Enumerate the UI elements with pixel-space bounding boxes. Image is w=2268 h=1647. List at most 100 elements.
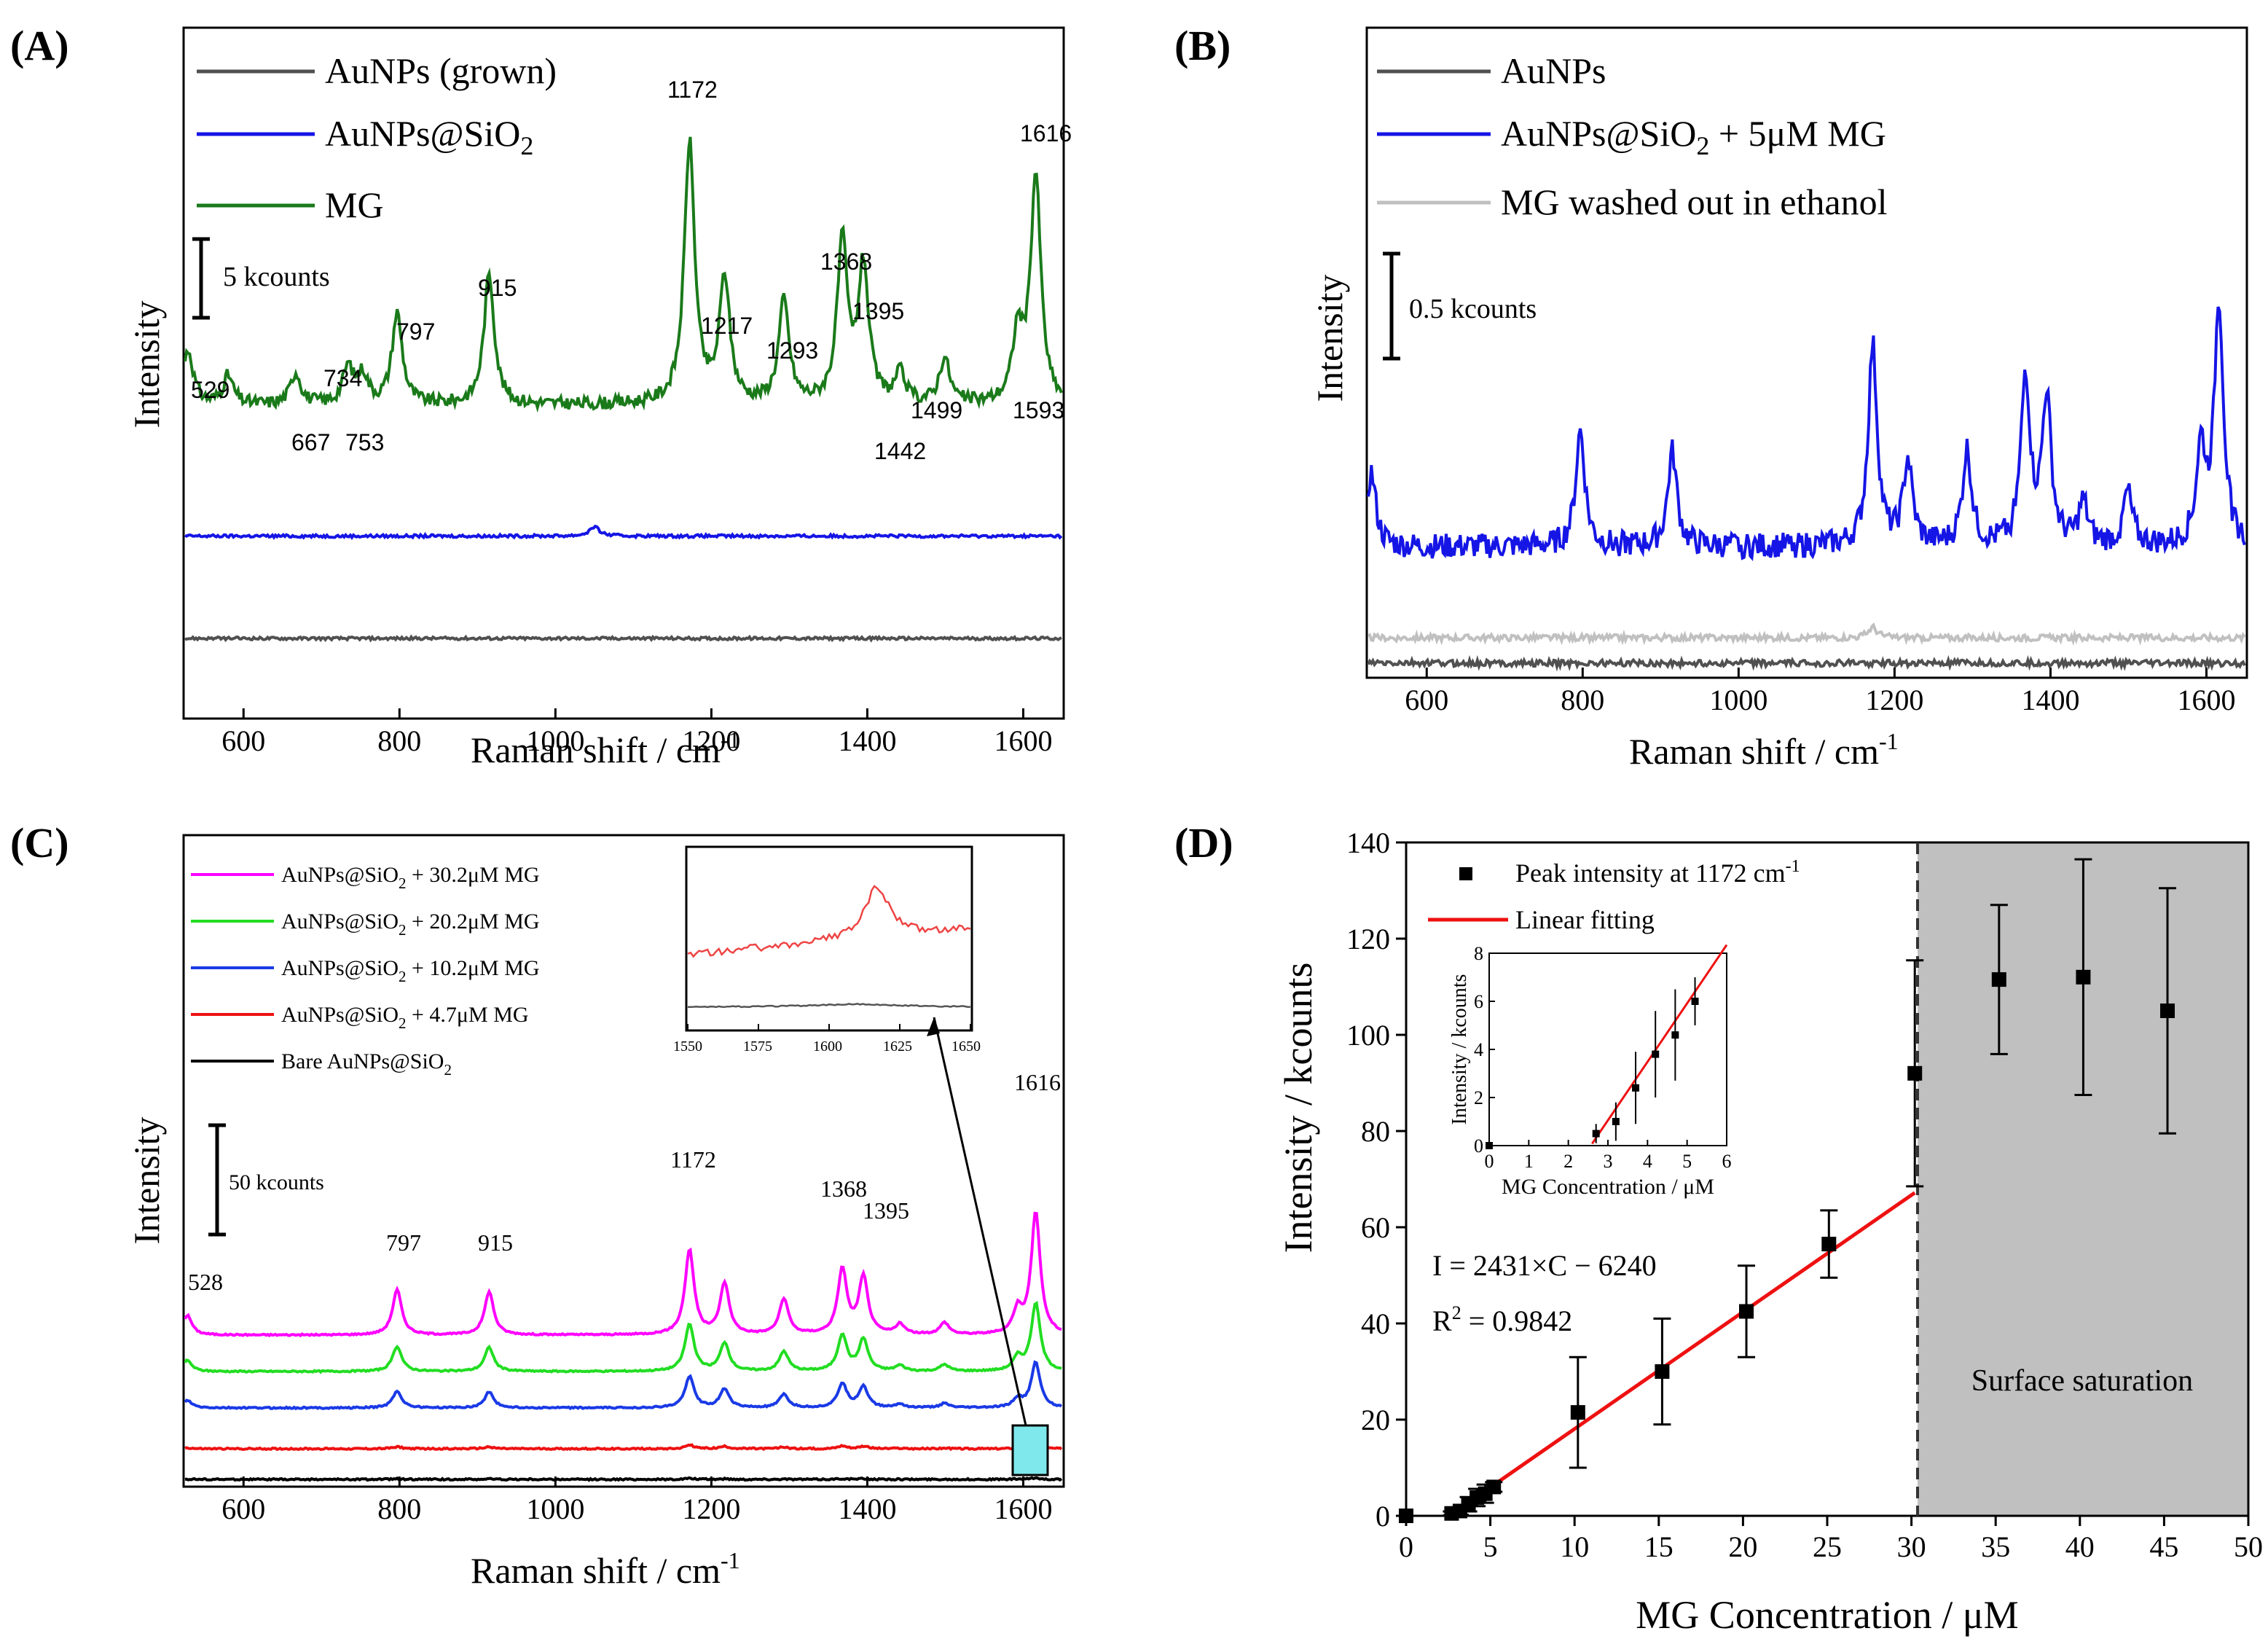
- d-x-tick-label-10: 10: [1560, 1530, 1589, 1563]
- data-point-0: [1399, 1509, 1413, 1523]
- d-y-tick-label-140: 140: [1346, 826, 1390, 859]
- inset-c-tick-1625: 1625: [883, 1038, 912, 1055]
- x-tick-label-600: 600: [221, 724, 265, 757]
- panel-c-frame: [182, 834, 1065, 1488]
- inset-d-y-tick-label-6: 6: [1474, 991, 1483, 1012]
- inset-d-ylabel: Intensity / kcounts: [1448, 974, 1471, 1125]
- zoom-region-box: [1011, 1424, 1049, 1476]
- legend-b-label-1: AuNPs@SiO2 + 5μM MG: [1501, 113, 1886, 160]
- x-axis-label-d: MG Concentration / μM: [1636, 1593, 2018, 1637]
- peak-label-a-1172: 1172: [667, 77, 718, 103]
- d-x-tick-label-5: 5: [1483, 1530, 1498, 1563]
- x-tick-label-1200: 1200: [1865, 684, 1923, 716]
- series-b-0: [1367, 306, 2246, 562]
- panel-label-a: (A): [10, 22, 69, 69]
- panel-b-series: [1367, 306, 2246, 672]
- peak-label-a-753: 753: [345, 429, 384, 455]
- panel-b: 600 800 1000 1200 1400 1600 AuNPs AuNPs@SiO2 …: [1309, 26, 2248, 772]
- peak-label-c-1172: 1172: [670, 1146, 716, 1173]
- peak-label-a-667: 667: [291, 429, 330, 455]
- data-point-13: [2076, 969, 2091, 985]
- d-y-tick-label-120: 120: [1346, 923, 1390, 955]
- fit-equation: I = 2431×C − 6240: [1432, 1249, 1657, 1282]
- panel-a-frame: [182, 26, 1065, 720]
- legend-c-label-4: Bare AuNPs@SiO2: [281, 1049, 452, 1079]
- legend-c-label-1: AuNPs@SiO2 + 20.2μM MG: [281, 909, 540, 939]
- series-c-1: [184, 1300, 1062, 1374]
- inset-d-point-3: [1632, 1084, 1640, 1092]
- series-b-1: [1368, 622, 2246, 646]
- x-tick-label-1400: 1400: [838, 724, 896, 757]
- d-x-tick-label-30: 30: [1897, 1530, 1926, 1563]
- inset-d-xlabel: MG Concentration / μM: [1502, 1175, 1714, 1199]
- legend-b-label-2: MG washed out in ethanol: [1501, 181, 1887, 222]
- data-point-11: [1907, 1065, 1923, 1081]
- d-x-tick-label-15: 15: [1644, 1530, 1673, 1563]
- inset-d-y-tick-label-8: 8: [1474, 943, 1483, 964]
- peak-label-c-1616: 1616: [1014, 1069, 1061, 1095]
- data-point-8: [1655, 1364, 1670, 1379]
- data-point-12: [1991, 972, 2006, 987]
- d-y-tick-label-20: 20: [1361, 1404, 1390, 1436]
- panel-a-peak-labels: 529 667 734 753 797 915 1172 1217 1293 1368 1395 14…: [191, 77, 1072, 464]
- data-point-9: [1739, 1304, 1754, 1319]
- data-point-10: [1821, 1237, 1837, 1252]
- data-point-7: [1570, 1405, 1585, 1420]
- inset-d-fit-line: [1591, 944, 1728, 1145]
- series-c-0: [184, 1211, 1062, 1338]
- panel-label-b: (B): [1174, 22, 1231, 69]
- inset-d-frame: [1488, 952, 1727, 1146]
- inset-d-x-tick-label-0: 0: [1485, 1151, 1494, 1172]
- inset-c-tick-1575: 1575: [743, 1038, 772, 1055]
- panel-b-x-axis: 600 800 1000 1200 1400 1600: [1405, 668, 2235, 716]
- peak-label-a-1499: 1499: [911, 397, 962, 423]
- legend-c-label-0: AuNPs@SiO2 + 30.2μM MG: [281, 863, 540, 892]
- inset-d-y-tick-label-4: 4: [1474, 1039, 1483, 1060]
- x-tick-label-1000: 1000: [1709, 684, 1767, 716]
- data-point-14: [2160, 1004, 2175, 1018]
- inset-d-y-tick-label-2: 2: [1474, 1087, 1483, 1108]
- d-y-tick-label-60: 60: [1361, 1211, 1390, 1244]
- inset-c-tick-1600: 1600: [813, 1038, 842, 1055]
- peak-label-a-797: 797: [396, 318, 435, 345]
- d-y-tick-label-100: 100: [1346, 1019, 1390, 1052]
- x-tick-label-1400: 1400: [2021, 684, 2079, 716]
- inset-d-x-tick-label-3: 3: [1604, 1151, 1613, 1172]
- panel-a: 600 800 1000 1200 1400 1600 529 667 734 753 797 91…: [126, 26, 1072, 770]
- x-tick-label-1000: 1000: [526, 724, 584, 757]
- y-axis-label-c: Intensity: [126, 1117, 167, 1245]
- inset-d-point-0: [1486, 1142, 1493, 1149]
- panel-label-d: (D): [1174, 819, 1233, 866]
- series-c-4: [184, 1476, 1063, 1482]
- x-axis-label-a: Raman shift / cm-1: [471, 727, 740, 770]
- inset-d-x-tick-label-1: 1: [1524, 1151, 1534, 1172]
- inset-c-red-series: [687, 885, 971, 958]
- y-axis-label-d: Intensity / kcounts: [1276, 963, 1320, 1253]
- d-x-tick-label-35: 35: [1981, 1530, 2010, 1563]
- x-tick-label-1600: 1600: [2177, 684, 2235, 716]
- panel-d: Surface saturation 0 5 10 15 20 25 30 35 40 45 500…: [1276, 826, 2263, 1637]
- peak-label-a-915: 915: [478, 275, 517, 301]
- x-tick-label-800: 800: [377, 1493, 421, 1525]
- x-tick-label-1200: 1200: [682, 1493, 740, 1525]
- legend-a-label-1: AuNPs@SiO2: [325, 113, 533, 160]
- scale-bar-c-label: 50 kcounts: [229, 1170, 324, 1194]
- inset-c-tick-1650: 1650: [951, 1038, 981, 1055]
- d-y-tick-label-40: 40: [1361, 1307, 1390, 1340]
- panel-label-c: (C): [10, 819, 69, 866]
- inset-d-y-tick-label-0: 0: [1474, 1135, 1483, 1157]
- inset-c-tick-1550: 1550: [673, 1038, 702, 1055]
- panel-c-series: [184, 1211, 1063, 1482]
- series-b-2: [1367, 654, 2246, 672]
- peak-label-a-1293: 1293: [766, 337, 818, 364]
- series-a-2: [184, 634, 1062, 643]
- zoom-arrow: [933, 1017, 1027, 1426]
- inset-d-point-1: [1592, 1130, 1600, 1138]
- peak-label-a-1616: 1616: [1020, 120, 1072, 146]
- scale-bar-b-label: 0.5 kcounts: [1409, 294, 1537, 324]
- legend-c-label-2: AuNPs@SiO2 + 10.2μM MG: [281, 956, 540, 985]
- inset-d-x-tick-label-6: 6: [1722, 1151, 1732, 1172]
- d-x-tick-label-0: 0: [1399, 1530, 1413, 1563]
- x-tick-label-1600: 1600: [994, 1493, 1052, 1525]
